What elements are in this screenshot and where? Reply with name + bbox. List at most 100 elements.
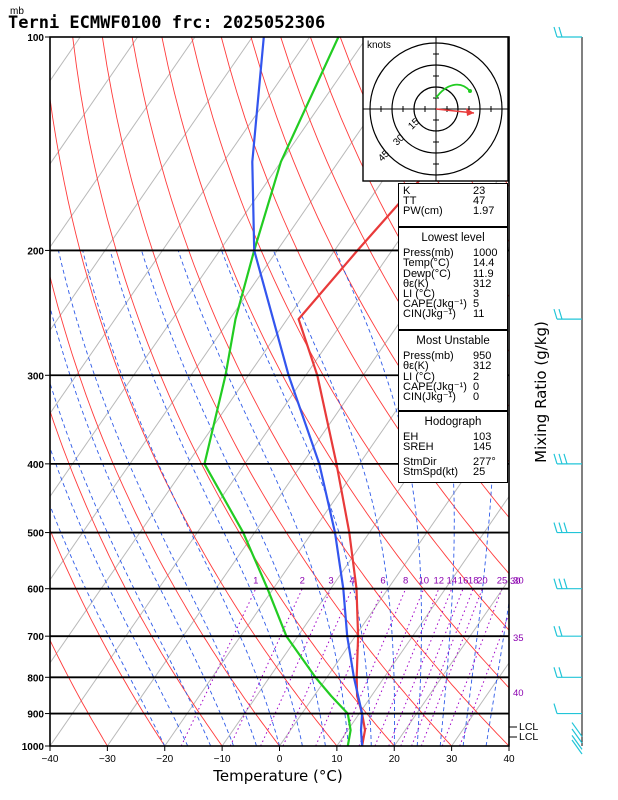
isotherm [50,37,311,415]
isotherm [50,37,368,498]
y-tick-label: 800 [27,673,44,684]
wind-barb [571,728,583,744]
mixing-ratio-label: 10 [418,576,429,587]
isotherm [393,578,509,746]
isotherm [50,37,138,165]
mixing-ratio-line [282,588,353,746]
wind-barb-flag [563,578,568,589]
lowest-level-title: Lowest level [421,232,485,244]
moist-adiabat [50,446,189,746]
hodograph-info-title: Hodograph [424,416,482,428]
wind-barb-flag [553,453,558,465]
dry-adiabat [578,37,618,746]
dry-adiabat [161,37,509,689]
parcel-line [251,37,364,746]
x-tick-label: 0 [277,754,283,765]
isotherm [566,37,618,746]
mixing-ratio-line [374,588,440,746]
mixing-ratio-line [315,588,384,746]
mixing-ratio-line [388,588,453,746]
most-unstable-box: Most Unstable Press(mb) 950 θε(K) 312 LI (… [398,330,508,411]
hodograph: knots 15 30 45 [362,36,509,182]
mixing-ratio-label: 14 [446,576,457,587]
wind-barb-flag [558,667,563,678]
isotherm [50,37,253,332]
moist-adiabat [50,305,235,746]
index-row: TT 47 [403,195,486,208]
mixing-ratio-label: 4 [349,576,354,587]
dry-adiabat [50,528,166,746]
indices-box: K 23 TT 47 PW(cm) 1.97 [398,183,508,227]
wind-barb-flag [558,578,563,589]
dry-adiabat [191,37,509,631]
wind-barb-flag [563,453,568,465]
wind-barb-flag [563,522,568,533]
wind-barb [571,722,583,737]
index-row: PW(cm) 1.97 [403,205,495,218]
y-tick-label: 900 [27,710,44,721]
dewpoint-line [203,37,352,746]
moist-adiabat [109,250,303,746]
most-unstable-title: Most Unstable [416,335,490,347]
hodograph-units: knots [367,40,391,51]
mixing-ratio-line [260,588,332,746]
mixing-ratio-line [411,588,474,746]
moist-adiabat [50,504,166,746]
wind-barb [571,734,583,750]
mixing-ratio-line [400,588,464,746]
storm-motion-arrowhead [466,108,474,116]
mixing-ratio-line [229,588,303,746]
x-tick-label: 40 [503,754,515,765]
y-tick-label: 200 [27,246,44,257]
dry-adiabat [101,37,452,746]
dry-adiabat [50,274,280,746]
mixing-ratio-label: 6 [380,576,385,587]
wind-barb-flag [553,308,558,320]
wind-barb-flag [553,578,558,589]
x-tick-label: 10 [331,754,343,765]
dry-adiabat-label: 40 [513,688,524,699]
dry-adiabat [50,95,338,746]
mixing-ratio-line [180,588,257,746]
x-tick-label: −30 [99,754,116,765]
moist-adiabat [221,250,372,746]
wind-barb-flag [558,308,563,320]
y-tick-label: 500 [27,529,44,540]
x-tick-label: −20 [156,754,173,765]
mixing-ratio-line [420,588,483,746]
isotherm [50,37,196,248]
mixing-ratio-label: 20 [477,576,488,587]
wind-barb-flag [553,522,558,533]
x-axis-label: Temperature (°C) [212,767,342,785]
moist-adiabat [50,381,212,746]
wind-barb-flag [553,667,558,678]
lcl-label: LCL [519,721,538,733]
hodograph-info-box: Hodograph EH 103 SREH 145 StmDir 277° StmSp… [398,411,508,483]
hodograph-end-marker [468,89,472,93]
mixing-ratio-label: 30 [513,576,524,587]
y-tick-label: 300 [27,371,44,382]
index-row: K 23 [403,185,486,197]
wind-barb [571,739,583,755]
wind-barb-flag [553,26,558,38]
chart-title: Terni ECMWF0100 frc: 2025052306 [8,13,325,33]
wind-barb-flag [558,453,563,465]
hodograph-trace [435,83,471,99]
dry-adiabat [50,409,223,746]
moist-adiabat [82,250,280,746]
pressure-unit-label: mb [10,6,24,17]
mixing-ratio-label: 8 [403,576,408,587]
isotherm [0,37,23,746]
mixing-ratio-line [339,588,407,746]
mixing-ratio-label: 1 [253,576,258,587]
mixing-ratio-label: 18 [468,576,479,587]
y-tick-label: 100 [27,33,44,44]
mixing-ratio-label: 12 [434,576,445,587]
moist-adiabat [177,250,349,746]
dry-adiabat [250,37,509,519]
mixing-ratio-label: 16 [458,576,469,587]
lowest-level-box: Lowest level Press(mb) 1000 Temp(°C) 14.4 … [398,227,508,330]
mixing-ratio-label: 25 [497,576,508,587]
y-tick-label: 1000 [22,742,45,753]
